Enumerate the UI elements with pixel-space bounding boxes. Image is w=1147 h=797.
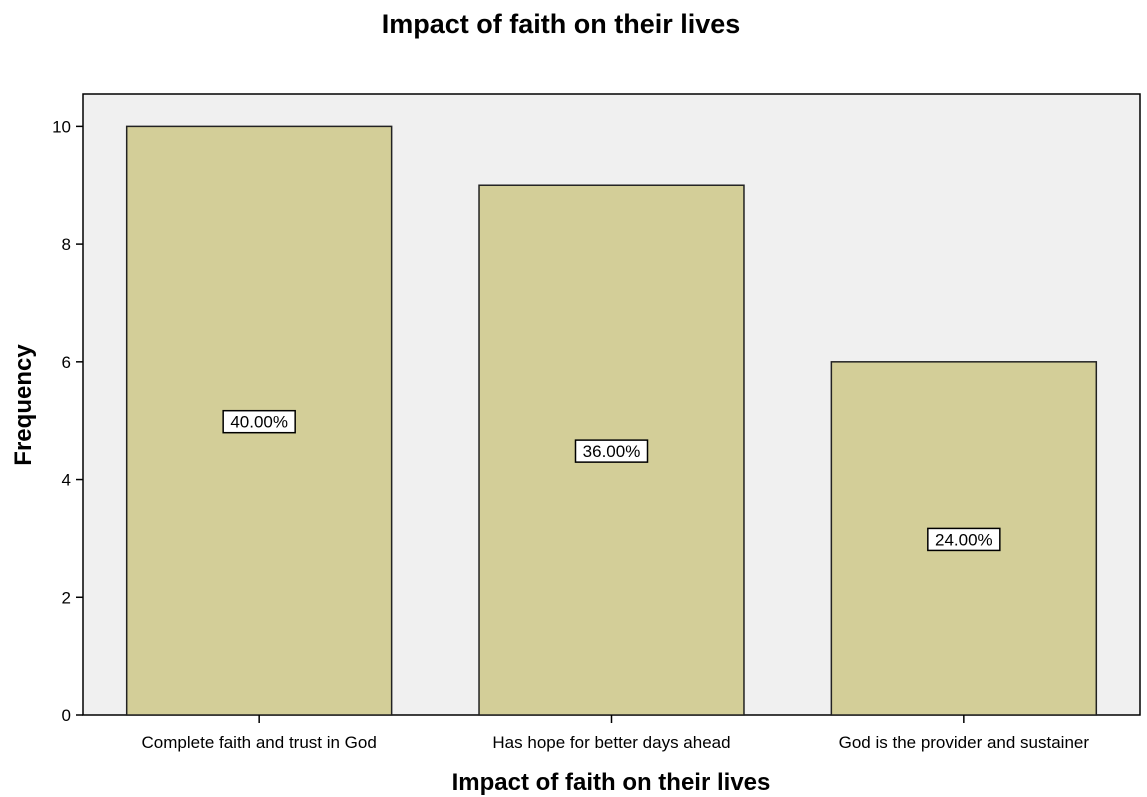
x-tick-label-2: God is the provider and sustainer (839, 733, 1090, 752)
y-tick-label-1: 2 (62, 588, 71, 607)
data-labels-group: 40.00% 36.00% 24.00% (222, 409, 1001, 552)
data-label-3: 24.00% (927, 527, 1001, 552)
x-tick-label-0: Complete faith and trust in God (142, 733, 377, 752)
chart-title: Impact of faith on their lives (382, 9, 741, 39)
x-axis: Complete faith and trust in God Has hope … (142, 715, 1090, 752)
y-axis-title: Frequency (10, 344, 37, 466)
data-label-box-1 (222, 409, 296, 434)
data-label-text-1: 40.00% (230, 413, 288, 432)
data-label-text-3: 24.00% (935, 530, 993, 549)
y-tick-label-0: 0 (62, 706, 71, 725)
y-tick-label-4: 8 (62, 235, 71, 254)
y-tick-label-3: 6 (62, 353, 71, 372)
y-tick-label-2: 4 (62, 471, 71, 490)
y-axis: 0 2 4 6 8 10 (52, 117, 83, 725)
data-label-text-2: 36.00% (583, 442, 641, 461)
data-label-box-3 (927, 527, 1001, 552)
data-label-1: 40.00% (222, 409, 296, 434)
x-axis-title: Impact of faith on their lives (452, 769, 771, 796)
y-tick-label-5: 10 (52, 117, 71, 136)
data-label-box-2 (574, 439, 649, 463)
data-label-2: 36.00% (574, 439, 649, 463)
x-tick-label-1: Has hope for better days ahead (492, 733, 730, 752)
